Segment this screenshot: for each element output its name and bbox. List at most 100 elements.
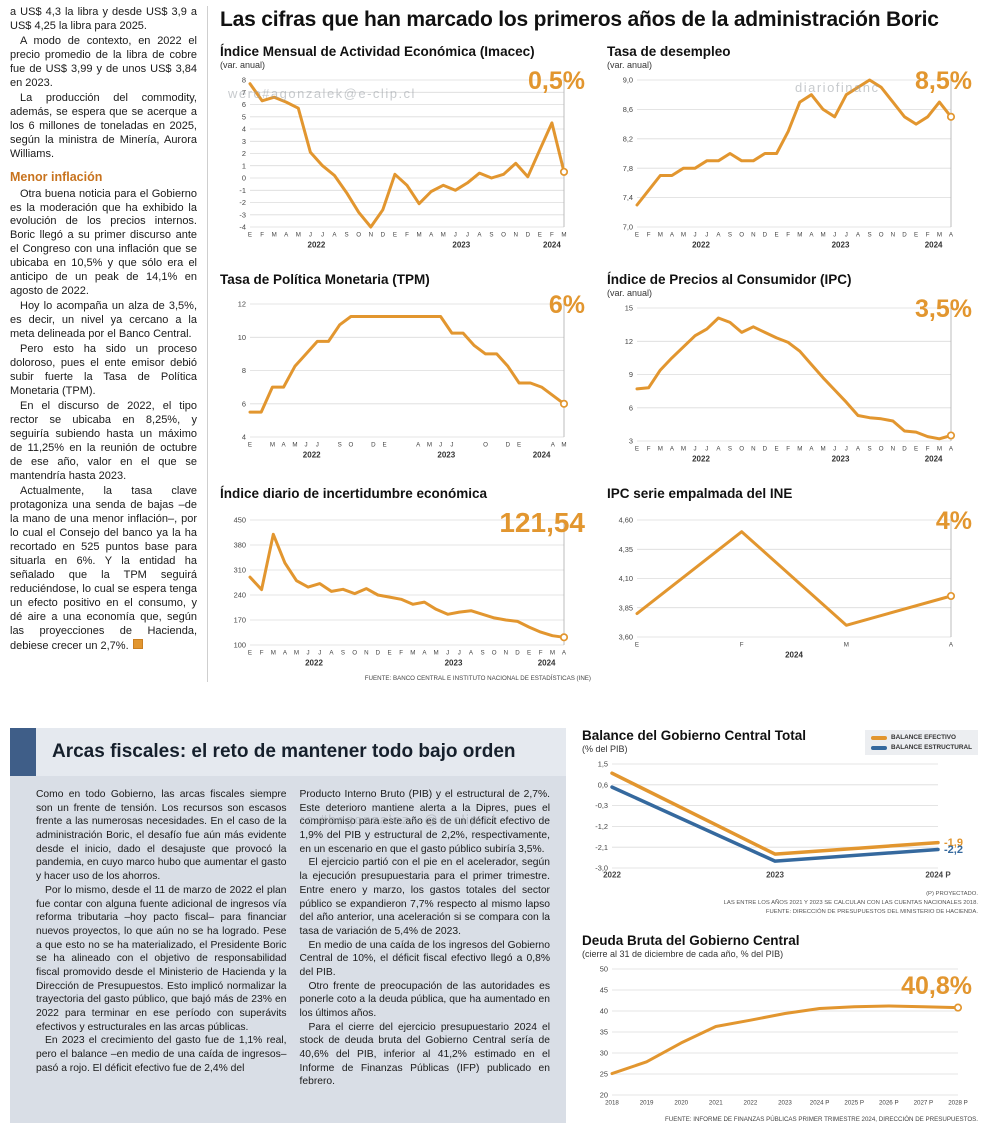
svg-text:8: 8 bbox=[242, 76, 246, 85]
svg-text:D: D bbox=[371, 442, 376, 449]
svg-text:O: O bbox=[492, 650, 497, 657]
svg-text:4,60: 4,60 bbox=[619, 516, 633, 525]
svg-text:-1,2: -1,2 bbox=[595, 822, 608, 831]
incertidumbre-latest-value: 121,54 bbox=[499, 507, 585, 538]
bottom-section: Arcas fiscales: el reto de mantener todo… bbox=[10, 728, 978, 1124]
note: (P) PROYECTADO. bbox=[926, 891, 978, 897]
svg-text:N: N bbox=[513, 232, 517, 239]
svg-text:450: 450 bbox=[234, 516, 246, 525]
svg-text:A: A bbox=[670, 232, 675, 239]
svg-text:310: 310 bbox=[234, 566, 246, 575]
svg-text:D: D bbox=[515, 650, 520, 657]
svg-text:F: F bbox=[647, 232, 651, 239]
svg-text:380: 380 bbox=[234, 541, 246, 550]
svg-text:12: 12 bbox=[625, 337, 633, 346]
note: FUENTE: DIRECCIÓN DE PRESUPUESTOS DEL MI… bbox=[765, 909, 978, 916]
svg-text:M: M bbox=[797, 446, 802, 453]
svg-text:2022: 2022 bbox=[692, 241, 710, 250]
fiscal-title: Arcas fiscales: el reto de mantener todo… bbox=[52, 741, 516, 762]
svg-text:2028 P: 2028 P bbox=[948, 1100, 968, 1107]
tpm-latest-value: 6% bbox=[548, 291, 585, 319]
svg-text:30: 30 bbox=[600, 1049, 608, 1058]
svg-text:A: A bbox=[670, 446, 675, 453]
svg-text:N: N bbox=[891, 232, 895, 239]
svg-text:M: M bbox=[270, 442, 275, 449]
svg-text:M: M bbox=[821, 446, 826, 453]
chart-title: Índice diario de incertidumbre económica bbox=[220, 486, 488, 501]
svg-text:M: M bbox=[296, 232, 301, 239]
svg-text:2023: 2023 bbox=[452, 241, 470, 250]
svg-text:E: E bbox=[527, 650, 531, 657]
svg-text:M: M bbox=[417, 232, 422, 239]
svg-text:2024 P: 2024 P bbox=[925, 871, 951, 880]
svg-text:3,85: 3,85 bbox=[619, 603, 633, 612]
incertidumbre-chart: 450 380 310 240 170 100 E F M A M J J A S O N D E F M A M J J A S O… bbox=[220, 511, 591, 674]
balance-legend: BALANCE EFECTIVO BALANCE ESTRUCTURAL bbox=[865, 730, 978, 755]
deuda-latest-value: 40,8% bbox=[901, 972, 972, 1001]
svg-text:E: E bbox=[775, 446, 779, 453]
fiscal-article-box: Arcas fiscales: el reto de mantener todo… bbox=[10, 728, 566, 1124]
svg-text:A: A bbox=[469, 650, 474, 657]
svg-text:M: M bbox=[844, 642, 849, 649]
svg-text:J: J bbox=[845, 446, 848, 453]
svg-text:A: A bbox=[856, 232, 861, 239]
article-paragraph-text: Actualmente, la tasa clave protagoniza u… bbox=[10, 484, 197, 652]
svg-text:M: M bbox=[561, 232, 566, 239]
svg-text:3: 3 bbox=[629, 437, 633, 446]
fiscal-paragraph: Producto Interno Bruto (PIB) y el estruc… bbox=[299, 789, 551, 855]
svg-text:O: O bbox=[501, 232, 506, 239]
svg-text:M: M bbox=[937, 232, 942, 239]
fiscal-column-2: Producto Interno Bruto (PIB) y el estruc… bbox=[300, 788, 551, 1089]
svg-text:3,60: 3,60 bbox=[619, 633, 633, 642]
svg-text:J: J bbox=[321, 232, 324, 239]
svg-text:D: D bbox=[506, 442, 511, 449]
svg-text:D: D bbox=[526, 232, 531, 239]
svg-text:F: F bbox=[926, 446, 930, 453]
svg-text:A: A bbox=[949, 446, 954, 453]
fiscal-paragraph: El ejercicio partió con el pie en el ace… bbox=[299, 857, 551, 937]
svg-text:F: F bbox=[786, 446, 790, 453]
svg-text:0: 0 bbox=[242, 174, 246, 183]
svg-text:E: E bbox=[383, 442, 387, 449]
svg-text:10: 10 bbox=[238, 333, 246, 342]
svg-text:J: J bbox=[439, 442, 442, 449]
svg-text:N: N bbox=[369, 232, 373, 239]
svg-text:2024: 2024 bbox=[785, 651, 803, 660]
svg-text:D: D bbox=[763, 232, 768, 239]
svg-text:2022: 2022 bbox=[692, 455, 710, 464]
estructural-swatch-icon bbox=[871, 745, 888, 750]
svg-text:J: J bbox=[833, 446, 836, 453]
svg-text:E: E bbox=[248, 232, 252, 239]
svg-text:A: A bbox=[477, 232, 482, 239]
svg-text:7,4: 7,4 bbox=[623, 193, 633, 202]
ipc-latest-value: 3,5% bbox=[915, 295, 972, 323]
legend-item-estructural: BALANCE ESTRUCTURAL bbox=[871, 744, 972, 751]
svg-text:O: O bbox=[879, 446, 884, 453]
svg-text:M: M bbox=[797, 232, 802, 239]
svg-text:-3: -3 bbox=[239, 210, 246, 219]
svg-text:M: M bbox=[821, 232, 826, 239]
fiscal-column-1: Como en todo Gobierno, las arcas fiscale… bbox=[36, 788, 287, 1089]
fiscal-paragraph: Por lo mismo, desde el 11 de marzo de 20… bbox=[36, 884, 287, 1033]
svg-text:4: 4 bbox=[242, 125, 246, 134]
svg-text:9,0: 9,0 bbox=[623, 76, 633, 85]
svg-text:2024 P: 2024 P bbox=[810, 1100, 830, 1107]
svg-text:2022: 2022 bbox=[744, 1100, 758, 1107]
svg-text:2022: 2022 bbox=[308, 241, 326, 250]
article-paragraph: a US$ 4,3 la libra y desde US$ 3,9 a US$… bbox=[10, 6, 197, 32]
svg-text:4,35: 4,35 bbox=[619, 545, 633, 554]
desempleo-chart-block: Tasa de desempleo (var. anual) 8,5% 9,0 8… bbox=[607, 44, 978, 256]
svg-text:2023: 2023 bbox=[778, 1100, 792, 1107]
svg-text:E: E bbox=[914, 232, 918, 239]
fiscal-paragraph: En 2023 el crecimiento del gasto fue de … bbox=[36, 1035, 287, 1074]
efectivo-swatch-icon bbox=[871, 735, 888, 740]
svg-text:M: M bbox=[937, 446, 942, 453]
svg-text:2022: 2022 bbox=[603, 871, 621, 880]
svg-text:F: F bbox=[399, 650, 403, 657]
ipc-chart-block: Índice de Precios al Consumidor (IPC) (v… bbox=[607, 272, 978, 470]
svg-text:O: O bbox=[879, 232, 884, 239]
chart-source: FUENTE: INFORME DE FINANZAS PÚBLICAS PRI… bbox=[665, 1116, 978, 1124]
svg-text:1,5: 1,5 bbox=[598, 760, 608, 769]
chart-subtitle: (var. anual) bbox=[607, 60, 653, 70]
chart-title: Tasa de desempleo bbox=[607, 44, 731, 59]
